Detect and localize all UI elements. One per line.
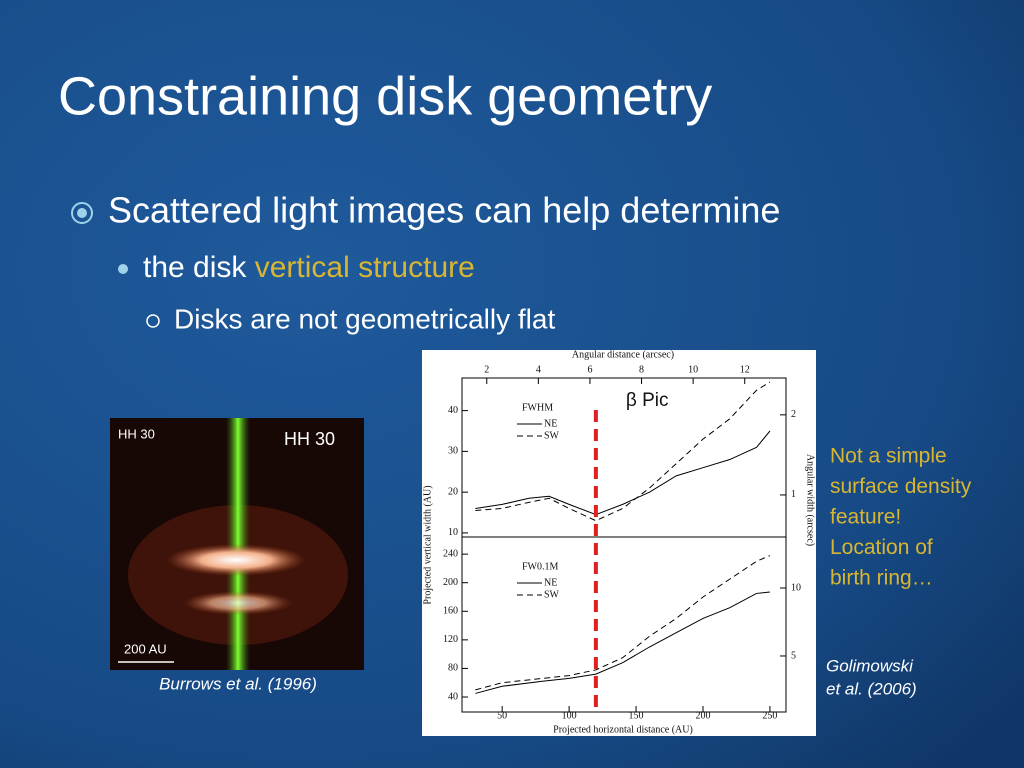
x-axis-label: Projected horizontal distance (AU) (553, 724, 693, 735)
annotation: β Pic (626, 390, 669, 411)
note-line: feature! (830, 506, 901, 529)
note-line: birth ring… (830, 567, 933, 590)
citation: Golimowski et al. (2006) (826, 656, 917, 698)
y-tick-label: 120 (443, 634, 458, 645)
jet (226, 418, 250, 670)
series-line (475, 430, 771, 516)
note-line: surface density (830, 475, 972, 498)
y-tick-label: 10 (448, 527, 458, 538)
x-tick-label: 100 (562, 710, 577, 721)
y-tick-label: 20 (448, 486, 458, 497)
note: Not a simple surface density feature! Locat… (830, 445, 972, 590)
y-tick-label: 200 (443, 577, 458, 588)
series-line (475, 381, 771, 522)
bullet: the disk vertical structure (143, 251, 475, 284)
x2-tick-label: 4 (536, 364, 541, 375)
scale-label: 200 AU (124, 641, 167, 656)
series-line (475, 591, 770, 694)
note-line: Not a simple (830, 445, 947, 468)
panel-label: FWHM (522, 402, 553, 413)
caption: Burrows et al. (1996) (159, 674, 317, 693)
legend-label: SW (544, 430, 560, 441)
legend-label: NE (544, 418, 557, 429)
top-axis-label: Angular distance (arcsec) (572, 349, 674, 360)
x-tick-label: 250 (762, 710, 777, 721)
y-tick-label: 80 (448, 663, 458, 674)
x2-tick-label: 10 (688, 364, 698, 375)
y-axis-label: Projected vertical width (AU) (422, 485, 433, 604)
x-tick-label: 200 (695, 710, 710, 721)
legend-label: NE (544, 577, 557, 588)
slide-title: Constraining disk geometry (58, 66, 712, 126)
x2-tick-label: 8 (639, 364, 644, 375)
x2-tick-label: 12 (740, 364, 750, 375)
x-tick-label: 150 (629, 710, 644, 721)
figure-background (422, 350, 816, 736)
y-tick-label: 40 (448, 405, 458, 416)
y2-tick-label: 1 (791, 489, 796, 500)
note-line: Location of (830, 536, 933, 559)
y-tick-label: 30 (448, 446, 458, 457)
image-label: HH 30 (118, 426, 155, 441)
hh30-image: HH 30 HH 30 200 AU (110, 418, 364, 670)
citation-line: et al. (2006) (826, 679, 917, 698)
bullet-icon (146, 314, 160, 328)
legend-label: SW (544, 589, 560, 600)
y2-axis-label: Angular width (arcsec) (805, 454, 816, 546)
bullet-icon (118, 264, 128, 274)
bullet: Scattered light images can help determin… (108, 190, 780, 231)
y2-tick-label: 2 (791, 409, 796, 420)
bullet: Disks are not geometrically flat (174, 303, 555, 334)
image-label: HH 30 (284, 429, 335, 449)
x2-tick-label: 6 (587, 364, 592, 375)
panel-label: FW0.1M (522, 561, 559, 572)
y-tick-label: 40 (448, 691, 458, 702)
bullet-icon (77, 208, 87, 218)
panel-frame (461, 536, 787, 713)
disk-upper (166, 544, 306, 576)
y-tick-label: 240 (443, 548, 458, 559)
figure: Angular distance (arcsec) Projected hori… (422, 349, 816, 736)
y2-tick-label: 10 (791, 582, 801, 593)
disk-lower (183, 591, 293, 615)
x2-tick-label: 2 (484, 364, 489, 375)
y-tick-label: 160 (443, 606, 458, 617)
y2-tick-label: 5 (791, 650, 796, 661)
x-tick-label: 50 (497, 710, 507, 721)
bullet-icon (71, 202, 93, 224)
citation-line: Golimowski (826, 656, 914, 675)
series-line (475, 555, 771, 691)
